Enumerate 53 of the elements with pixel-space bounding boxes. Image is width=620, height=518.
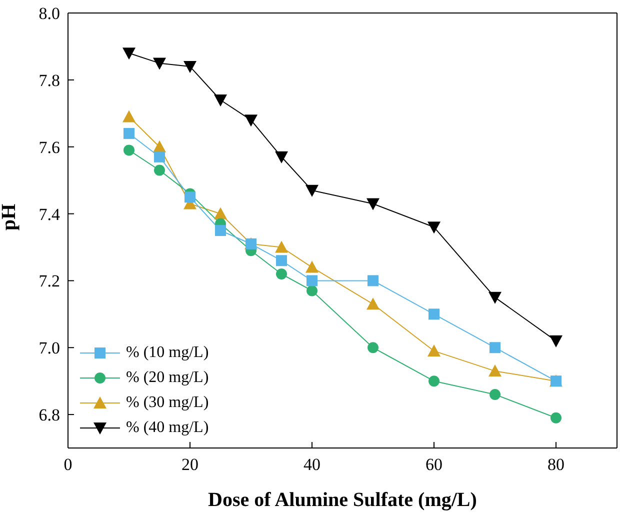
point (124, 128, 134, 139)
y-axis-title: pH (0, 203, 20, 230)
point (550, 335, 562, 348)
point (215, 225, 226, 236)
legend-label: % (20 mg/L) (126, 368, 209, 388)
point (428, 344, 440, 356)
y-tick-label: 7.2 (38, 272, 60, 291)
point (488, 364, 502, 377)
point (550, 412, 562, 424)
point (428, 222, 440, 234)
y-tick-label: 7.4 (38, 204, 60, 224)
y-tick-label: 6.8 (38, 406, 60, 425)
point (428, 308, 440, 320)
point (122, 48, 136, 60)
point (244, 114, 258, 127)
point (366, 198, 380, 210)
point (124, 144, 134, 156)
point (122, 110, 136, 122)
point (428, 376, 440, 387)
point (490, 342, 500, 354)
point (153, 58, 166, 70)
x-tick-label: 60 (426, 455, 442, 474)
x-tick-label: 80 (548, 455, 564, 474)
legend-label: % (30 mg/L) (126, 393, 209, 413)
y-tick-label: 7.0 (38, 338, 60, 358)
x-tick-label: 0 (64, 455, 72, 474)
point (368, 342, 378, 354)
point (154, 164, 165, 176)
point (275, 240, 288, 253)
y-tick-label: 7.8 (38, 70, 60, 90)
point (490, 388, 500, 400)
point (184, 61, 196, 74)
point (214, 94, 227, 106)
point (154, 151, 165, 162)
point (184, 192, 196, 203)
point (214, 207, 227, 220)
point (366, 298, 380, 310)
point (276, 255, 287, 266)
point (306, 275, 318, 286)
legend-label: % (40 mg/L) (126, 418, 209, 438)
legend-label: % (10 mg/L) (126, 343, 209, 363)
x-axis-title: Dose of Alumine Sulfate (mg/L) (208, 489, 477, 511)
x-tick-label: 20 (182, 455, 198, 474)
x-tick-label: 40 (304, 455, 320, 474)
point (275, 151, 288, 164)
y-tick-label: 7.6 (38, 138, 60, 157)
point (276, 268, 287, 280)
point (306, 260, 318, 273)
y-tick-label: 8.0 (38, 4, 60, 24)
point (306, 285, 318, 296)
point (488, 292, 502, 304)
point (368, 275, 378, 286)
point (306, 184, 318, 197)
